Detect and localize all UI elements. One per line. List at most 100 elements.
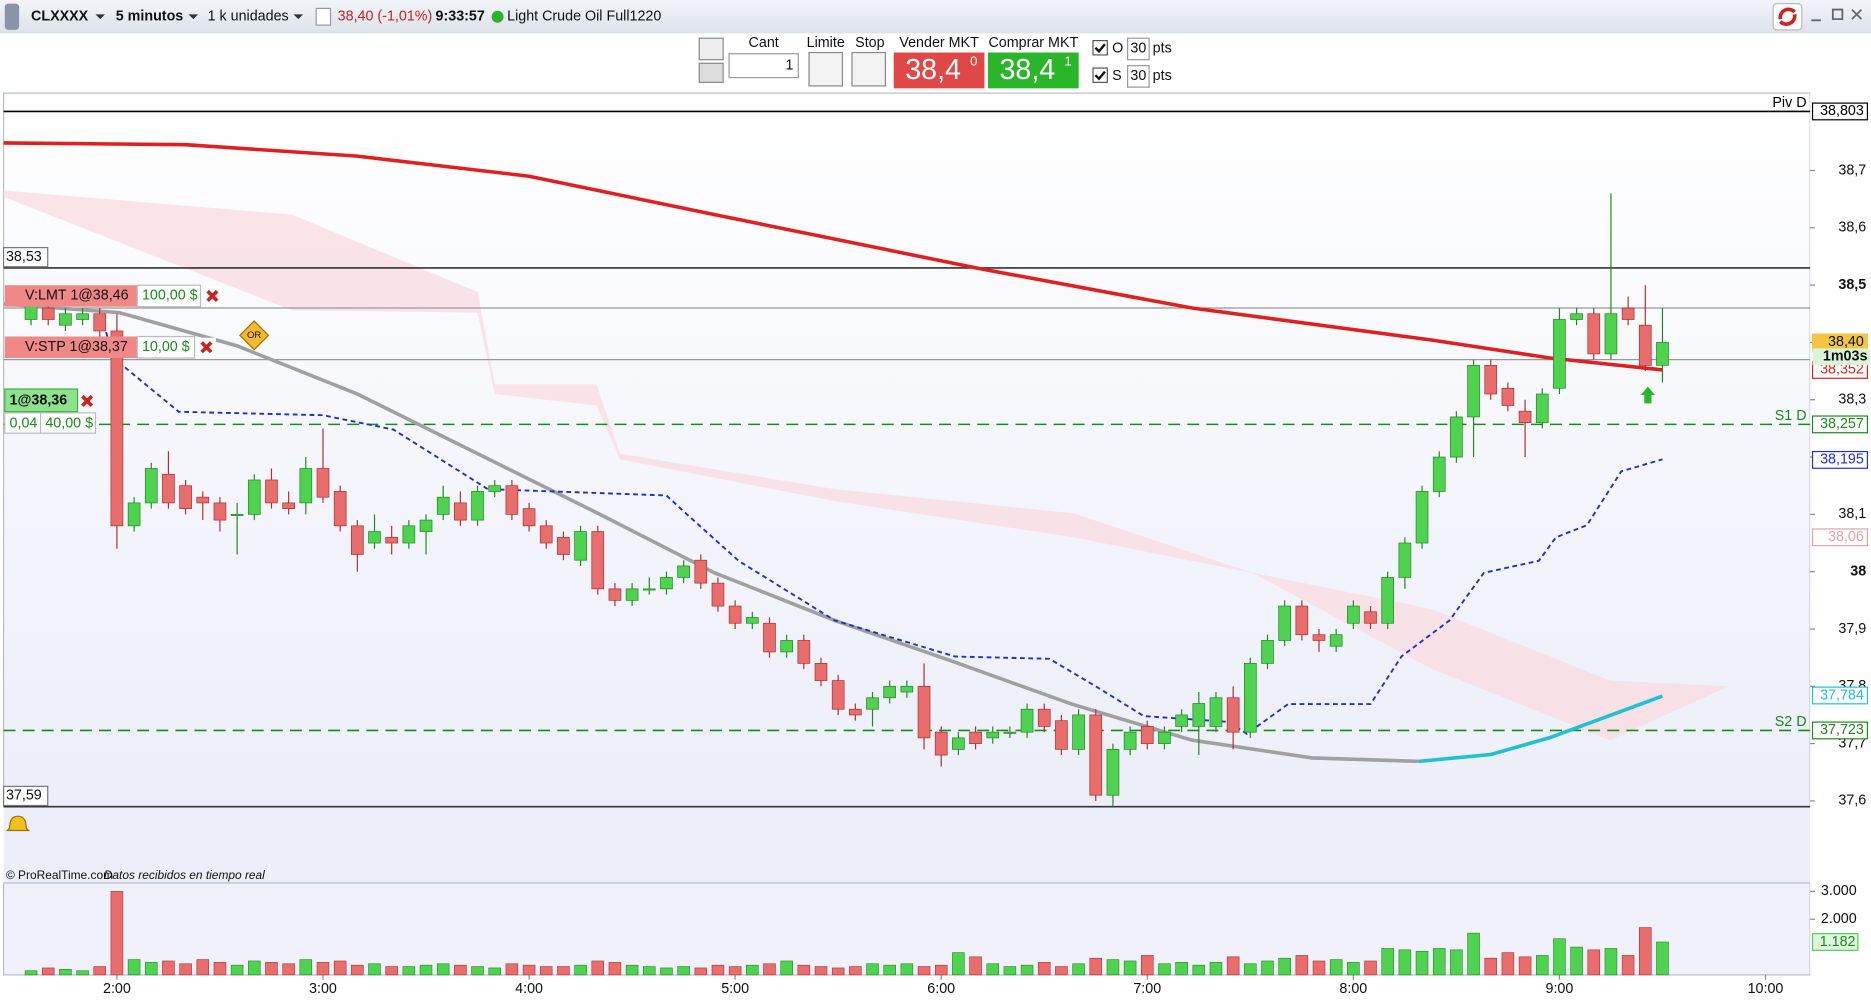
candle-body: [608, 588, 622, 601]
o-input[interactable]: [1127, 37, 1150, 61]
volume-bar: [539, 966, 553, 976]
candle-body: [454, 502, 467, 521]
candle-body: [745, 617, 759, 624]
volume-bar: [127, 959, 141, 976]
candle-body: [1158, 731, 1171, 744]
settings-button[interactable]: [698, 37, 724, 61]
volume-bar: [866, 963, 879, 976]
volume-bar: [1123, 960, 1137, 976]
position-tag[interactable]: [4, 388, 79, 413]
marker-diamond[interactable]: [238, 320, 270, 351]
s-input[interactable]: [1127, 65, 1150, 88]
buy-price[interactable]: 38,4: [1000, 54, 1056, 86]
close-position[interactable]: [81, 394, 94, 407]
candle-body: [316, 468, 330, 498]
buy-button[interactable]: [988, 52, 1079, 89]
check: [1094, 70, 1106, 81]
marker-label[interactable]: OR: [247, 330, 261, 341]
level-name: S1 D: [1775, 408, 1807, 424]
candle-body: [1072, 714, 1085, 750]
sync-icon: [1778, 7, 1797, 26]
candle-body: [1347, 605, 1360, 624]
x-tick-label: 8:00: [1339, 981, 1367, 997]
sell-button[interactable]: [893, 52, 985, 89]
axis-label: 38,257: [1820, 416, 1864, 432]
volume-bar: [728, 966, 742, 976]
order-tag[interactable]: [4, 336, 138, 359]
order-label[interactable]: V:STP 1@38,37: [25, 339, 128, 355]
volume-bar: [1244, 963, 1257, 976]
volume-bar: [711, 964, 725, 976]
s-checkbox[interactable]: [1092, 67, 1108, 83]
dropdown-arrow[interactable]: [95, 14, 106, 20]
volume-bar: [1312, 960, 1326, 976]
info-icon[interactable]: [315, 7, 332, 26]
volume-bar: [1278, 957, 1291, 976]
indicator-line: [3, 141, 1663, 372]
qty-input[interactable]: [728, 53, 799, 79]
x-tick-label: 9:00: [1546, 981, 1574, 997]
candle-body: [179, 485, 192, 509]
candle-body: [471, 491, 484, 521]
data-status: Datos recibidos en tiempo real: [104, 868, 265, 882]
volume-bar: [299, 959, 313, 976]
y-tick-label: 2.000: [1821, 911, 1857, 927]
order-tag[interactable]: [4, 285, 138, 307]
volume-bar: [1089, 957, 1103, 976]
volume-bar: [1261, 960, 1274, 976]
candle-body: [1398, 542, 1412, 578]
volume-bar: [591, 960, 605, 976]
qty-value[interactable]: 1: [786, 57, 794, 73]
candle-body: [952, 737, 965, 750]
dropdown-arrow[interactable]: [188, 14, 199, 20]
candle-body: [1535, 393, 1549, 424]
limit-button[interactable]: [808, 51, 844, 87]
s-value[interactable]: 30: [1130, 68, 1146, 84]
level-name: S2 D: [1775, 714, 1807, 730]
volume-bar: [1450, 949, 1463, 976]
stop-button[interactable]: [851, 51, 886, 87]
y-tick-label: 38: [1850, 563, 1866, 579]
volume-bar: [557, 966, 570, 976]
order-amount-box: [136, 284, 202, 308]
size[interactable]: 1 k unidades: [208, 9, 289, 25]
alert-bell[interactable]: [5, 815, 31, 832]
level-label: 38,53: [6, 249, 42, 265]
volume-bar: [1501, 952, 1515, 976]
volume-bar: [952, 952, 965, 976]
price-label: 38,06: [1828, 529, 1864, 545]
volume-bar: [1347, 962, 1360, 976]
drag-handle[interactable]: [4, 3, 20, 30]
sell-price[interactable]: 38,4: [905, 54, 961, 86]
position-label[interactable]: 1@38,36: [10, 393, 68, 409]
candle-body: [299, 468, 313, 504]
keypad-button[interactable]: [698, 62, 724, 83]
cancel-icon: [206, 289, 219, 302]
o-checkbox[interactable]: [1092, 40, 1108, 56]
sell-digit[interactable]: 0: [970, 54, 977, 69]
price-label-box: [1811, 528, 1869, 547]
y-tick-label: 38,3: [1838, 392, 1866, 408]
timeframe[interactable]: 5 minutos: [116, 9, 184, 25]
amount-box: [39, 412, 97, 434]
volume-bar: [660, 967, 673, 976]
volume-bar: [831, 967, 845, 976]
volume-label-box: [1811, 933, 1859, 951]
volume-bar: [763, 963, 776, 976]
window-controls[interactable]: [1811, 8, 1863, 22]
symbol[interactable]: CLXXXX: [31, 9, 89, 25]
candle-body: [76, 313, 89, 320]
candle-body: [1587, 313, 1601, 355]
buy-digit[interactable]: 1: [1064, 54, 1071, 69]
volume-bar: [1432, 948, 1446, 976]
o-value[interactable]: 30: [1130, 41, 1146, 57]
candle-body: [1123, 731, 1137, 750]
quote: 38,40 (-1,01%): [338, 9, 433, 25]
order-label[interactable]: V:LMT 1@38,46: [25, 288, 129, 304]
dropdown-arrow[interactable]: [293, 14, 304, 20]
countdown: 1m03s: [1823, 349, 1868, 365]
volume-bar: [814, 966, 828, 976]
candle-body: [1604, 313, 1618, 355]
volume-bar: [883, 964, 896, 976]
